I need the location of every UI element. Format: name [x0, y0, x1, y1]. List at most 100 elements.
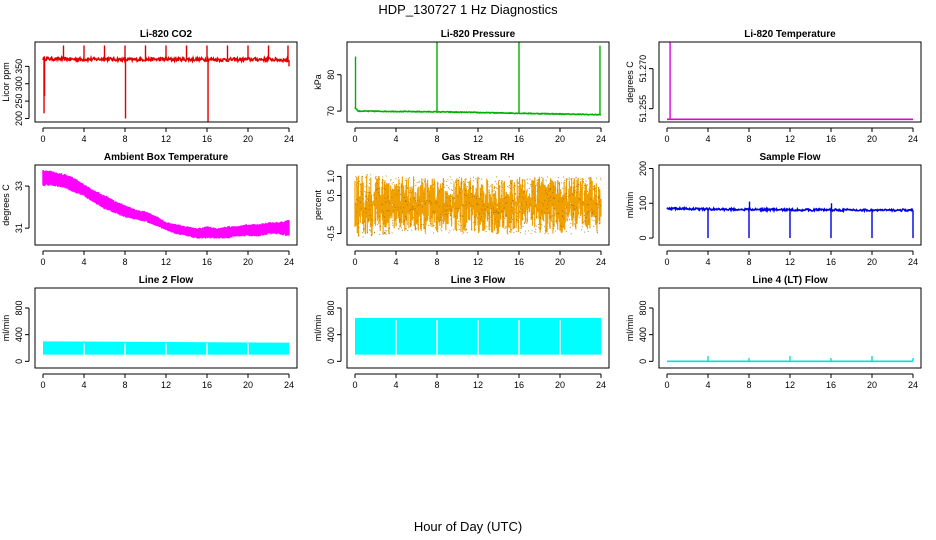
y-tick-label: 400	[638, 327, 648, 342]
y-axis-label: Licor ppm	[1, 62, 11, 102]
x-tick-label: 24	[284, 134, 294, 144]
y-tick-label: 70	[326, 106, 336, 116]
y-tick-label: 200	[638, 161, 648, 176]
chart-title: Ambient Box Temperature	[104, 152, 229, 163]
x-tick-label: 8	[434, 380, 439, 390]
x-tick-label: 20	[555, 380, 565, 390]
x-tick-label: 24	[284, 257, 294, 267]
x-tick-label: 4	[81, 134, 86, 144]
series-points	[354, 174, 602, 238]
y-axis-label: ml/min	[625, 315, 635, 342]
y-tick-label: 400	[14, 327, 24, 342]
x-tick-label: 16	[826, 257, 836, 267]
chart-panel-5: Gas Stream RH percent 0 4 8 12 16 20 24 -0.5 0.5 1.…	[313, 152, 610, 267]
y-tick-label: 0.5	[326, 189, 336, 202]
y-tick-label: 400	[326, 327, 336, 342]
chart-title: Line 4 (LT) Flow	[752, 275, 828, 286]
x-tick-label: 4	[81, 380, 86, 390]
series-band	[42, 170, 290, 239]
series-line	[354, 107, 602, 116]
y-axis-label: degrees C	[1, 184, 11, 226]
y-tick-label: 1.0	[326, 170, 336, 183]
series-band	[354, 175, 602, 237]
y-tick-label: 300	[14, 76, 24, 91]
plot-frame	[658, 41, 922, 123]
x-tick-label: 20	[867, 134, 877, 144]
x-tick-label: 0	[40, 257, 45, 267]
x-tick-label: 12	[785, 134, 795, 144]
x-tick-label: 0	[352, 380, 357, 390]
x-tick-label: 24	[284, 380, 294, 390]
x-tick-label: 4	[393, 257, 398, 267]
chart-title: Li-820 CO2	[140, 29, 193, 40]
x-tick-label: 16	[514, 134, 524, 144]
x-tick-label: 4	[81, 257, 86, 267]
x-tick-label: 0	[40, 134, 45, 144]
chart-panel-9: Line 4 (LT) Flow ml/min 0 4 8 12 16 20 24 0 400 800	[625, 275, 922, 390]
x-tick-label: 12	[473, 257, 483, 267]
y-tick-label: -0.5	[326, 226, 336, 242]
plot-frame	[34, 41, 298, 123]
x-tick-label: 16	[202, 134, 212, 144]
x-tick-label: 4	[705, 380, 710, 390]
x-tick-label: 16	[514, 380, 524, 390]
plot-frame	[658, 164, 922, 246]
y-axis-label: degrees C	[625, 61, 635, 103]
plot-frame	[346, 41, 610, 123]
y-tick-label: 31	[14, 223, 24, 233]
x-tick-label: 8	[746, 380, 751, 390]
chart-title: Line 2 Flow	[139, 275, 194, 286]
x-tick-label: 24	[596, 380, 606, 390]
x-tick-label: 24	[596, 134, 606, 144]
x-tick-label: 20	[243, 257, 253, 267]
plot-frame	[34, 287, 298, 369]
chart-panel-4: Ambient Box Temperature degrees C 0 4 8 12 16 2…	[1, 152, 298, 267]
x-tick-label: 12	[161, 134, 171, 144]
x-tick-label: 24	[908, 257, 918, 267]
x-tick-label: 8	[122, 380, 127, 390]
y-tick-label: 0	[638, 359, 648, 364]
x-tick-label: 0	[352, 257, 357, 267]
chart-panel-7: Line 2 Flow ml/min 0 4 8 12 16 20 24 0 400 800	[1, 275, 298, 390]
y-axis-label: percent	[313, 189, 323, 220]
x-tick-label: 12	[161, 257, 171, 267]
chart-panel-1: Li-820 CO2 Licor ppm 0 4 8 12 16 20 24 200 250 300 3…	[1, 29, 298, 144]
x-tick-label: 8	[746, 134, 751, 144]
x-tick-label: 0	[664, 380, 669, 390]
x-tick-label: 12	[785, 257, 795, 267]
chart-title: Gas Stream RH	[442, 152, 515, 163]
x-tick-label: 4	[705, 257, 710, 267]
x-tick-label: 12	[785, 380, 795, 390]
x-tick-label: 16	[202, 257, 212, 267]
x-tick-label: 20	[555, 134, 565, 144]
x-tick-label: 0	[664, 257, 669, 267]
x-tick-label: 0	[40, 380, 45, 390]
y-tick-label: 100	[638, 196, 648, 211]
x-tick-label: 24	[908, 134, 918, 144]
x-tick-label: 12	[473, 134, 483, 144]
x-tick-label: 8	[746, 257, 751, 267]
plot-frame	[34, 164, 298, 246]
figure-x-axis-label: Hour of Day (UTC)	[413, 519, 523, 534]
chart-title: Li-820 Pressure	[441, 29, 516, 40]
y-tick-label: 33	[14, 181, 24, 191]
plot-frame	[658, 287, 922, 369]
x-tick-label: 8	[122, 134, 127, 144]
y-tick-label: 51.255	[638, 95, 648, 123]
x-tick-label: 12	[473, 380, 483, 390]
chart-panel-6: Sample Flow ml/min 0 4 8 12 16 20 24 0 100 200	[625, 152, 922, 267]
x-tick-label: 20	[555, 257, 565, 267]
y-axis-label: ml/min	[1, 315, 11, 342]
y-tick-label: 0	[326, 359, 336, 364]
y-tick-label: 80	[326, 70, 336, 80]
y-axis-label: kPa	[313, 74, 323, 90]
x-tick-label: 16	[826, 134, 836, 144]
chart-title: Line 3 Flow	[451, 275, 506, 286]
figure-title: HDP_130727 1 Hz Diagnostics	[378, 2, 558, 17]
chart-title: Li-820 Temperature	[744, 29, 836, 40]
x-tick-label: 24	[596, 257, 606, 267]
x-tick-label: 4	[393, 134, 398, 144]
y-tick-label: 200	[14, 111, 24, 126]
x-tick-label: 4	[705, 134, 710, 144]
